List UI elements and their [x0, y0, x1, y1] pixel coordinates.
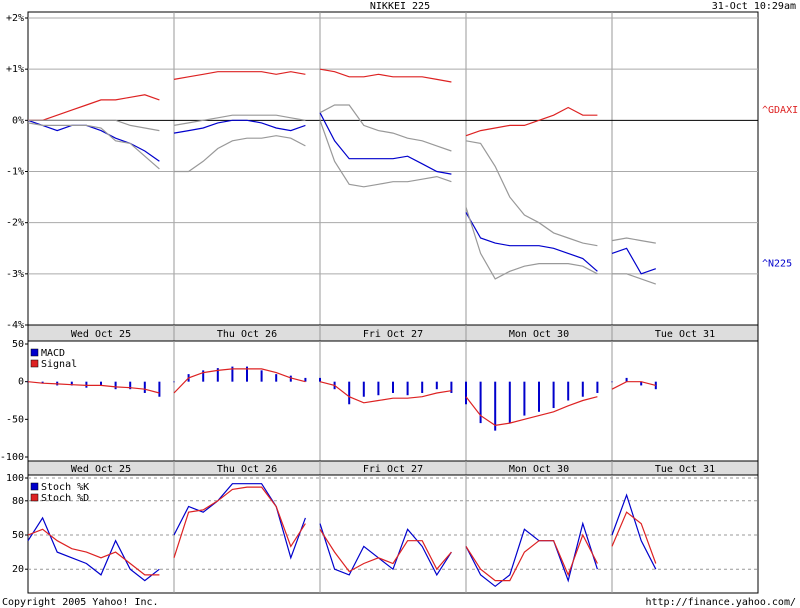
macd-bar [362, 381, 365, 397]
panel [27, 11, 759, 326]
macd-bar [260, 370, 263, 382]
series-label: ^GDAXI [762, 105, 798, 116]
date-label: Thu Oct 26 [217, 464, 277, 475]
y-tick-label: -2% [6, 218, 24, 229]
macd-bar [129, 381, 132, 390]
macd-bar [231, 366, 234, 382]
legend-swatch [30, 359, 39, 368]
panel [27, 474, 759, 594]
source-url: http://finance.yahoo.com/ [645, 597, 796, 608]
y-tick-label: -4% [6, 320, 24, 331]
macd-bar [508, 381, 511, 424]
macd-bar [596, 381, 599, 393]
legend-label: Stoch %D [41, 493, 89, 504]
macd-bar [392, 381, 394, 393]
y-tick-label: +2% [6, 13, 24, 24]
date-label: Fri Oct 27 [363, 329, 423, 340]
series-line [27, 483, 657, 588]
macd-bar [304, 377, 307, 382]
macd-bar [143, 381, 146, 393]
y-tick-label: 0% [12, 115, 24, 126]
macd-bar [100, 381, 102, 386]
macd-bar [114, 381, 117, 390]
macd-bar [289, 375, 292, 382]
y-tick-label: +1% [6, 64, 24, 75]
y-tick-label: 0 [18, 377, 24, 388]
macd-bar [41, 381, 44, 384]
macd-bar [406, 381, 409, 396]
y-tick-label: 50 [12, 339, 24, 350]
date-label: Wed Oct 25 [71, 329, 131, 340]
date-label: Wed Oct 25 [71, 464, 131, 475]
series-line [27, 120, 657, 285]
macd-bar [494, 381, 497, 431]
macd-bar [158, 381, 161, 397]
macd-bar [70, 381, 73, 386]
series-label: ^N225 [762, 259, 792, 270]
timestamp: 31-Oct 10:29am [712, 1, 796, 12]
legend-swatch [30, 493, 39, 502]
y-tick-label: -100 [0, 452, 24, 463]
date-label: Tue Oct 31 [655, 464, 715, 475]
macd-bar [435, 381, 438, 390]
macd-bar [450, 381, 453, 393]
chart-title: NIKKEI 225 [370, 1, 430, 12]
legend-swatch [30, 348, 39, 357]
series-line [27, 112, 656, 275]
macd-bar [654, 381, 657, 390]
y-tick-label: 80 [12, 496, 24, 507]
y-tick-label: 100 [6, 473, 24, 484]
series-line [27, 486, 657, 582]
legend-swatch [30, 482, 39, 491]
macd-bar [275, 374, 278, 382]
date-label: Mon Oct 30 [509, 464, 569, 475]
y-tick-label: -50 [6, 414, 24, 425]
y-tick-label: -3% [6, 269, 24, 280]
copyright: Copyright 2005 Yahoo! Inc. [2, 597, 159, 608]
panel [27, 340, 759, 462]
macd-bar [319, 377, 321, 382]
series-line [28, 68, 598, 137]
date-label: Tue Oct 31 [655, 329, 715, 340]
macd-bar [216, 368, 219, 382]
macd-bar [567, 381, 570, 401]
macd-bar [523, 381, 526, 416]
macd-bar [479, 381, 482, 424]
macd-bar [202, 370, 205, 382]
macd-bar [625, 377, 628, 382]
macd-bar [85, 381, 88, 388]
legend-label: Stoch %K [41, 482, 89, 493]
macd-bar [173, 381, 175, 383]
macd-bar [552, 381, 555, 409]
y-tick-label: -1% [6, 167, 24, 178]
date-label: Thu Oct 26 [217, 329, 277, 340]
macd-bar [421, 381, 424, 393]
macd-bar [246, 366, 248, 382]
y-tick-label: 50 [12, 530, 24, 541]
y-tick-label: 20 [12, 564, 24, 575]
legend-label: MACD [41, 348, 65, 359]
series-line [28, 104, 656, 247]
date-label: Mon Oct 30 [509, 329, 569, 340]
date-label: Fri Oct 27 [363, 464, 423, 475]
macd-bar [611, 381, 613, 383]
macd-bar [538, 381, 540, 412]
macd-bar [581, 381, 584, 397]
series-line [27, 368, 656, 427]
macd-bar [640, 381, 643, 386]
macd-bar [348, 381, 351, 405]
legend-label: Signal [41, 359, 77, 370]
macd-bar [465, 381, 467, 405]
macd-bar [377, 381, 380, 396]
